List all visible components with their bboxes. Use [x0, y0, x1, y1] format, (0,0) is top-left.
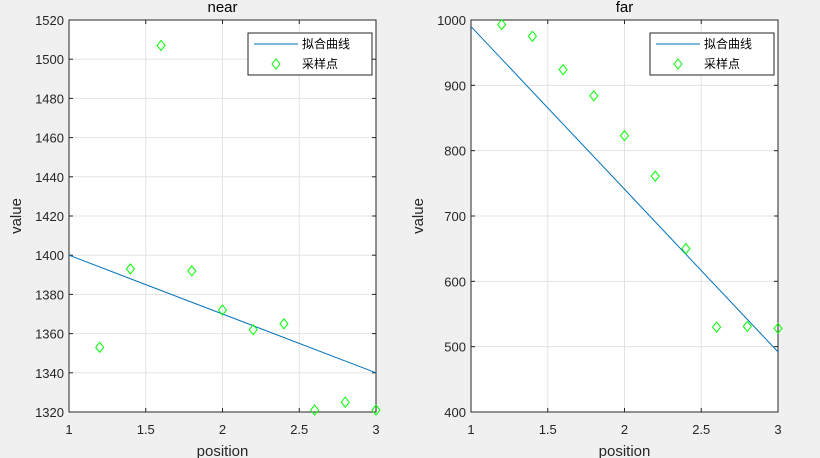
fit-line — [470, 26, 779, 353]
sample-point — [279, 317, 289, 330]
y-tick-label: 1520 — [35, 13, 64, 28]
sample-point — [309, 404, 320, 416]
legend-label: 采样点 — [302, 56, 338, 71]
x-tick-label: 1 — [65, 422, 72, 437]
legend-marker-swatch — [673, 58, 683, 70]
x-tick-label: 2.5 — [692, 422, 710, 437]
sample-point — [619, 129, 630, 142]
chart-title: near — [207, 0, 237, 16]
sample-point — [125, 263, 136, 275]
y-tick-label: 1360 — [35, 327, 64, 342]
sample-point — [742, 320, 752, 333]
y-tick-label: 1000 — [437, 13, 466, 28]
legend-label: 拟合曲线 — [704, 36, 752, 51]
y-tick-label: 1480 — [35, 91, 64, 106]
y-tick-label: 1340 — [35, 366, 64, 381]
sample-point — [248, 323, 258, 336]
sample-point — [217, 304, 228, 316]
sample-point — [681, 242, 691, 255]
x-tick-label: 1.5 — [137, 422, 155, 437]
sample-point — [340, 396, 350, 409]
sample-point — [589, 89, 599, 102]
y-tick-label: 400 — [444, 405, 466, 420]
y-tick-label: 500 — [444, 340, 466, 355]
sample-point — [371, 404, 381, 416]
x-axis-label: position — [599, 443, 651, 458]
sample-point — [95, 341, 105, 354]
legend-box — [247, 32, 373, 76]
sample-point — [156, 39, 166, 52]
sample-point — [711, 321, 722, 333]
y-tick-label: 1400 — [35, 248, 64, 263]
y-tick-label: 1500 — [35, 52, 64, 67]
sample-point — [558, 63, 568, 76]
fit-line — [68, 254, 377, 374]
legend-marker-swatch — [271, 58, 281, 70]
y-axis-label: value — [410, 198, 427, 234]
y-tick-label: 800 — [444, 144, 466, 159]
chart-near: 1 1.5 2 2.5 3 1320 1340 1360 1380 1400 1420 1440 146… — [8, 0, 381, 458]
sample-point — [497, 18, 507, 31]
x-tick-label: 3 — [372, 422, 379, 437]
y-tick-label: 1440 — [35, 170, 64, 185]
x-tick-label: 3 — [774, 422, 781, 437]
y-tick-label: 1380 — [35, 287, 64, 302]
x-tick-label: 2 — [621, 422, 628, 437]
x-tick-label: 2.5 — [290, 422, 308, 437]
sample-point — [187, 265, 197, 277]
y-tick-label: 600 — [444, 274, 466, 289]
data-layer — [68, 39, 381, 416]
x-tick-label: 2 — [219, 422, 226, 437]
chart-title: far — [616, 0, 634, 16]
y-axis-label: value — [8, 198, 25, 234]
x-tick-label: 1.5 — [539, 422, 557, 437]
chart-far: 1 1.5 2 2.5 3 400 500 600 700 800 900 1000 far positi… — [410, 0, 783, 458]
sample-point — [527, 30, 538, 43]
y-tick-label: 700 — [444, 209, 466, 224]
y-tick-label: 1420 — [35, 209, 64, 224]
legend-label: 拟合曲线 — [302, 36, 350, 51]
legend-label: 采样点 — [704, 56, 740, 71]
x-axis-label: position — [197, 443, 249, 458]
y-tick-label: 1320 — [35, 405, 64, 420]
y-tick-label: 900 — [444, 78, 466, 93]
y-tick-label: 1460 — [35, 131, 64, 146]
data-layer — [470, 18, 783, 353]
x-tick-label: 1 — [467, 422, 474, 437]
sample-point — [650, 170, 660, 182]
charts-container: 1 1.5 2 2.5 31320134013601380140014201440146… — [8, 0, 783, 458]
sample-point — [773, 322, 783, 335]
legend-box — [649, 32, 775, 76]
